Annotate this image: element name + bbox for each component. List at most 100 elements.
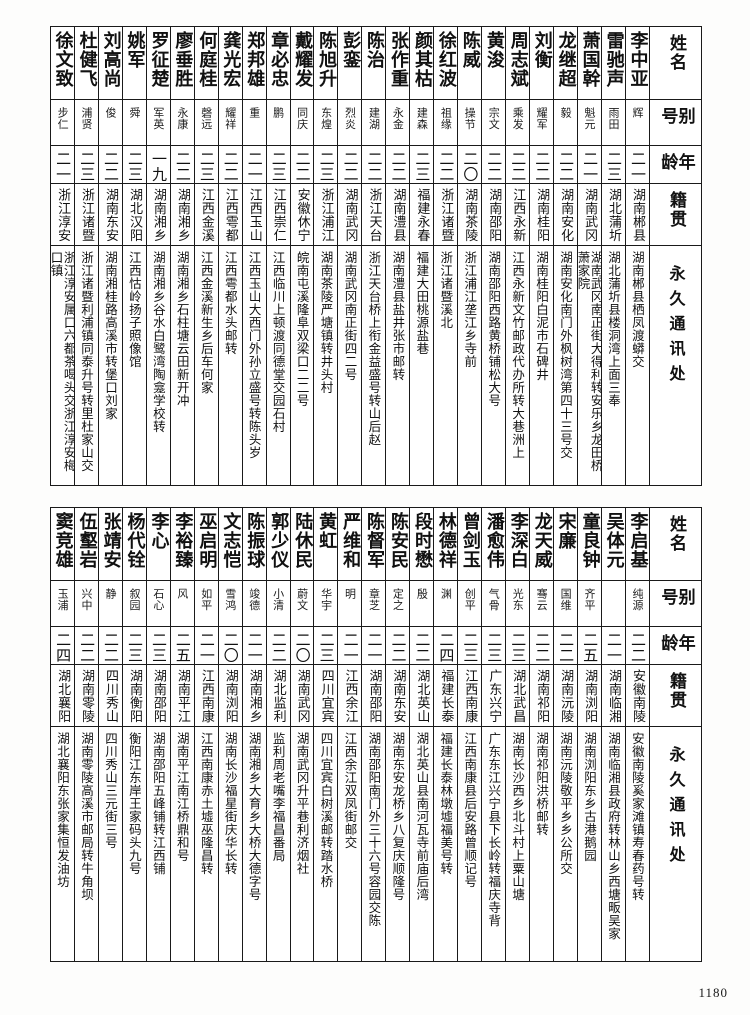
entry-address-cell: 安徽南陵奚家滩镇寿春药号转 xyxy=(625,726,649,961)
entry-alias: 雨田 xyxy=(607,107,620,130)
entry-native-place-cell: 江西玉山 xyxy=(242,183,266,245)
entry-alias-cell: 毅 xyxy=(554,99,577,145)
roster-entry-column: 刘高尚俊二二 湖南东安 湖南湘桂路高溪市转堡口刘家 xyxy=(97,27,122,485)
entry-name: 陈旭升 xyxy=(316,31,338,88)
entry-alias: 石心 xyxy=(151,588,165,611)
entry-age-cell: 二三 xyxy=(314,626,338,664)
entry-alias: 俊 xyxy=(103,107,117,119)
entry-native-place: 湖南澧县 xyxy=(390,188,406,242)
entry-address-cell: 江西金溪新生乡后车何家 xyxy=(194,245,218,485)
entry-alias: 乘发 xyxy=(511,107,525,130)
entry-age: 二一 xyxy=(245,151,264,182)
entry-name-cell: 曾剑玉 xyxy=(458,508,481,580)
row-header-alias-cell: 别号 xyxy=(649,99,701,145)
roster-entry-column: 文志恺 雪鸿 二〇 湖南浏阳 湖南长沙福星街庆华长转 xyxy=(217,508,242,961)
entry-native-place-cell: 湖南邵阳 xyxy=(146,664,170,726)
entry-native-place-cell: 湖南邵阳 xyxy=(362,664,386,726)
entry-alias: 齐平 xyxy=(583,588,597,611)
entry-name: 徐文致 xyxy=(52,31,74,88)
entry-alias-cell: 蔚文 xyxy=(290,580,314,626)
roster-entry-column: 陆休民 蔚文 二〇 湖南武冈 湖南武冈升平巷利济烟社 xyxy=(289,508,314,961)
entry-age-cell: 二二 xyxy=(530,145,554,183)
roster-table-top: 徐文致 步仁 二一 浙江淳安 浙江淳安属口六都茶喝头交浙江淳安梅口镇 杜健飞 浦贤 二三 浙江诸… xyxy=(50,26,702,486)
entry-name: 雷驰声 xyxy=(603,31,625,88)
entry-alias: 骞云 xyxy=(535,588,549,611)
entry-native-place-cell: 湖南湘乡 xyxy=(242,664,266,726)
entry-native-place: 江西永新 xyxy=(510,188,526,242)
entry-alias: 气骨 xyxy=(487,588,501,611)
entry-alias-cell: 光东 xyxy=(506,580,530,626)
entry-age-cell: 二二 xyxy=(98,145,122,183)
row-header-column: 姓名 别号 年龄 籍贯 永久通讯处 xyxy=(648,508,701,961)
entry-age-cell: 二四 xyxy=(51,626,74,664)
entry-name-cell: 陈振球 xyxy=(243,508,266,580)
entry-address-cell: 湖南长沙西乡北斗村上粟山塘 xyxy=(506,726,530,961)
entry-alias-cell: 建湖 xyxy=(362,99,386,145)
entry-native-place-cell: 四川秀山 xyxy=(98,664,122,726)
entry-native-place-cell: 湖南武冈 xyxy=(577,183,601,245)
entry-alias-cell xyxy=(601,580,625,626)
entry-address: 福建长泰林墩墟福美号转 xyxy=(438,732,454,875)
entry-age-cell: 二二 xyxy=(530,626,554,664)
entry-native-place-cell: 湖南茶陵 xyxy=(458,183,482,245)
entry-alias: 磬远 xyxy=(199,107,213,130)
entry-name-cell: 黄虹 xyxy=(314,508,337,580)
entry-name: 曾剑玉 xyxy=(459,512,481,569)
entry-alias-cell: 同庆 xyxy=(290,99,314,145)
entry-address: 湖南沅陵敬平乡乡公所交 xyxy=(558,732,574,875)
entry-age: 二二 xyxy=(78,632,97,663)
row-header-name: 姓名 xyxy=(665,34,686,72)
entry-address: 湖南湘桂路高溪市转堡口刘家 xyxy=(102,251,118,420)
entry-age: 二二 xyxy=(269,632,288,663)
entry-native-place: 湖南桂阳 xyxy=(534,188,550,242)
roster-entry-column: 段时懋殷二二 湖北英山 湖北英山县南河瓦寺前庙后湾 xyxy=(409,508,434,961)
entry-age: 二二 xyxy=(413,632,432,663)
entry-name-cell: 黄浚 xyxy=(482,27,505,99)
entry-address-cell: 湖南湘乡石柱塘云田新开冲 xyxy=(170,245,194,485)
entry-age-cell: 二二 xyxy=(362,145,386,183)
entry-address: 湖北襄阳东张家集恒发油坊 xyxy=(55,732,71,888)
entry-age-cell: 二一 xyxy=(601,626,625,664)
entry-name: 章必忠 xyxy=(268,31,290,88)
entry-age-cell: 二二 xyxy=(506,145,530,183)
entry-name-cell: 李中亚 xyxy=(626,27,649,99)
entry-native-place: 湖南邵阳 xyxy=(150,669,166,723)
entry-address-cell: 湖南浏阳东乡古港鹅园 xyxy=(577,726,601,961)
entry-alias: 宗文 xyxy=(487,107,501,130)
entry-native-place-cell: 湖北监利 xyxy=(266,664,290,726)
row-header-name: 姓名 xyxy=(665,515,686,553)
entry-native-place-cell: 浙江天台 xyxy=(362,183,386,245)
entry-alias: 祖缘 xyxy=(439,107,453,130)
entry-address-cell: 湖南邵阳南门外三十六号容园交陈 xyxy=(362,726,386,961)
entry-alias: 叙园 xyxy=(127,588,141,611)
entry-name: 刘衡 xyxy=(531,31,553,69)
entry-native-place: 四川秀山 xyxy=(103,669,118,723)
entry-name-cell: 刘衡 xyxy=(530,27,553,99)
roster-entry-column: 黄虹 华宇 二三 四川宜宾 四川宜宾白树溪邮转踏水桥 xyxy=(313,508,338,961)
page-number: 1180 xyxy=(698,985,728,1000)
entry-native-place: 湖南茶陵 xyxy=(462,188,478,242)
roster-entry-column: 黄浚 宗文 二二 湖南邵阳 湖南邵阳西路黄桥铺松大号 xyxy=(481,27,506,485)
entry-address: 江西余江双凤街邮交 xyxy=(342,732,358,849)
entry-native-place: 江西南康 xyxy=(462,669,478,723)
roster-entry-column: 宋廉 国维 二二 湖南沅陵 湖南沅陵敬平乡乡公所交 xyxy=(553,508,577,961)
entry-name-cell: 彭銮 xyxy=(338,27,361,99)
roster-entry-column: 龙继超毅二二 湖南安化 湖南安化南门外枫树湾第四十三号交 xyxy=(553,27,577,485)
entry-address: 湖南安化南门外枫树湾第四十三号交 xyxy=(558,251,574,459)
entry-name: 罗征楚 xyxy=(148,31,170,88)
row-header-column: 姓名 别号 年龄 籍贯 永久通讯处 xyxy=(648,27,701,485)
entry-address-cell: 福建大田桃源盐巷 xyxy=(410,245,434,485)
roster-entry-column: 张作重 永金 二二 湖南澧县 湖南澧县盐井张市邮转 xyxy=(385,27,410,485)
entry-address: 浙江浦江垄江乡寺前 xyxy=(462,251,478,368)
entry-address: 江西临川上顿渡同德堂交园石村 xyxy=(270,251,286,433)
entry-name: 彭銮 xyxy=(340,31,362,69)
entry-address: 湖南湘乡谷水白鹭湾陶龛学校转 xyxy=(150,251,166,433)
entry-address-cell: 浙江淳安属口六都茶喝头交浙江淳安梅口镇 xyxy=(51,245,74,485)
entry-alias-cell: 明 xyxy=(338,580,362,626)
entry-age-cell: 二二 xyxy=(434,145,458,183)
row-header-age: 年龄 xyxy=(657,153,695,172)
entry-alias: 定之 xyxy=(391,588,405,611)
roster-entry-column: 曾剑玉 创平 二三 江西南康 江西南康县后安路曾顺记号 xyxy=(457,508,482,961)
entry-address: 浙江诸暨溪北 xyxy=(438,251,454,329)
entry-address: 监利周老嘴李福昌番局 xyxy=(270,732,286,862)
